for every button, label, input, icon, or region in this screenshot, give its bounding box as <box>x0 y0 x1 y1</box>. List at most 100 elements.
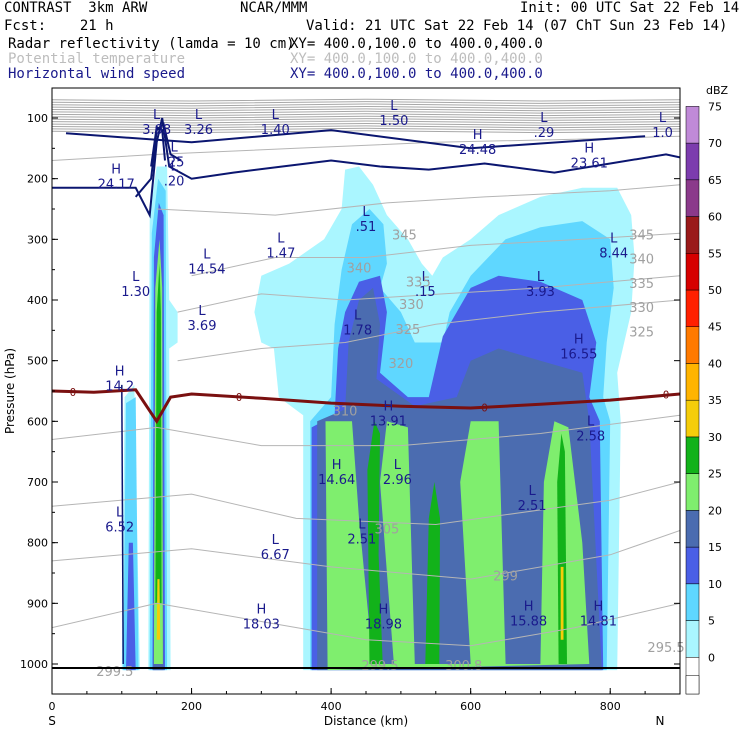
wind-extremum-value: 23.61 <box>571 156 608 171</box>
freezing-level-label: 0 <box>663 389 670 402</box>
theta-line-1 <box>52 530 680 580</box>
theta-label: 335 <box>406 276 431 291</box>
wind-extremum-type: H <box>379 603 389 618</box>
model-title: CONTRAST 3km ARW <box>4 0 148 16</box>
init-time: Init: 00 UTC Sat 22 Feb 14 <box>520 0 740 16</box>
colorbar-swatch <box>685 399 700 438</box>
freezing-level-label: 0 <box>481 401 488 414</box>
wind-extremum-type: L <box>422 270 430 285</box>
colorbar-swatch <box>685 253 700 291</box>
reflectivity-area-16 <box>425 482 440 664</box>
wind-extremum-value: 3.08 <box>142 123 171 138</box>
colorbar-swatch <box>685 473 700 511</box>
theta-line-5 <box>177 275 680 313</box>
wind-extremum-value: 24.48 <box>459 143 496 158</box>
theta-line-0 <box>52 602 680 647</box>
stratosphere-theta-line-11 <box>52 125 680 129</box>
colorbar-label: 40 <box>708 357 722 370</box>
wind-extremum-type: H <box>584 141 594 156</box>
wind-extremum-value: 3.93 <box>526 285 555 300</box>
colorbar-base <box>685 675 700 695</box>
y-tick-label: 300 <box>27 233 48 246</box>
wind-extremum-value: 1.0 <box>652 126 673 141</box>
wind-contour-column <box>121 384 124 665</box>
reflectivity-area-15 <box>367 421 383 664</box>
wind-extremum-type: L <box>272 533 280 548</box>
wind-extremum-value: 1.50 <box>379 114 408 129</box>
freezing-level-label: 0 <box>236 391 243 404</box>
freezing-level-label: 0 <box>70 386 77 399</box>
wind-extremum-value: 1.40 <box>261 123 290 138</box>
theta-label: 340 <box>347 262 372 277</box>
wind-extremum-value: .20 <box>164 175 185 190</box>
colorbar-swatch <box>685 289 700 327</box>
wind-extremum-value: .25 <box>164 155 185 170</box>
wind-extremum-value: .51 <box>356 220 377 235</box>
stratosphere-theta-line-7 <box>52 115 680 119</box>
colorbar-swatch <box>685 106 700 144</box>
stratosphere-theta-line-13 <box>52 130 680 134</box>
wind-extremum-value: 1.30 <box>121 285 150 300</box>
field-label-reflectivity: Radar reflectivity (lamda = 10 cm) <box>8 36 295 52</box>
wind-extremum-type: L <box>587 414 595 429</box>
field-xy-reflectivity: XY= 400.0,100.0 to 400.0,400.0 <box>290 36 543 52</box>
theta-contours <box>52 98 680 647</box>
stratosphere-theta-line-10 <box>52 122 680 126</box>
colorbar-swatch <box>685 142 700 181</box>
source-label: NCAR/MMM <box>240 0 308 16</box>
wind-extremum-type: L <box>170 140 178 155</box>
colorbar: dBZ 0 5 10 15 20 25 30 35 40 45 50 55 60 65 70 75 <box>685 84 729 695</box>
colorbar-label: 0 <box>708 651 715 664</box>
colorbar-swatch <box>685 363 700 401</box>
wind-extremum-type: H <box>383 399 393 414</box>
y-tick-label: 200 <box>27 173 48 186</box>
x-axis-label: Distance (km) <box>324 714 408 728</box>
theta-label-right: 340 <box>629 253 654 268</box>
wind-extremum-value: .29 <box>534 126 555 141</box>
x-end-label-north: N <box>656 714 665 728</box>
reflectivity-area-2 <box>126 542 136 671</box>
wind-extremum-value: 2.96 <box>383 473 412 488</box>
x-tick-label: 0 <box>49 700 56 713</box>
x-tick-label: 400 <box>321 700 342 713</box>
theta-label-right: 325 <box>629 325 654 340</box>
wind-extremum-value: 18.03 <box>243 618 280 633</box>
wind-extremum-type: L <box>659 111 667 126</box>
wind-extremum-type: L <box>277 231 285 246</box>
reflectivity-area-9 <box>156 579 161 640</box>
theta-label: 300.8 <box>445 659 482 674</box>
theta-label: 310 <box>333 404 358 419</box>
wind-extremum-type: H <box>256 603 266 618</box>
wind-extremum-type: H <box>115 365 125 380</box>
y-tick-label: 500 <box>27 355 48 368</box>
wind-contour-1 <box>134 122 182 198</box>
stratosphere-theta-line-5 <box>52 110 680 114</box>
stratosphere-theta-line-8 <box>52 118 680 121</box>
theta-label: 299.5 <box>361 659 398 674</box>
theta-label: 299 <box>493 569 518 584</box>
wind-extremum-value: 13.91 <box>370 414 407 429</box>
colorbar-label: 25 <box>708 468 722 481</box>
y-tick-label: 400 <box>27 294 48 307</box>
stratosphere-theta-line-1 <box>52 101 680 104</box>
wind-extremum-type: L <box>390 99 398 114</box>
wind-extremum-type: L <box>354 308 362 323</box>
colorbar-unit: dBZ <box>706 84 729 97</box>
wind-contour-2 <box>150 125 166 167</box>
freezing-level-line <box>52 388 680 425</box>
field-xy-theta: XY= 400.0,100.0 to 400.0,400.0 <box>290 51 543 67</box>
colorbar-swatch <box>685 546 700 585</box>
wind-extremum-value: 3.69 <box>188 319 217 334</box>
reflectivity-area-18 <box>560 566 564 640</box>
colorbar-label: 15 <box>708 541 722 554</box>
wind-extremum-value: 2.51 <box>518 499 547 514</box>
colorbar-label: 45 <box>708 321 722 334</box>
colorbar-swatch <box>685 216 700 254</box>
stratosphere-theta-line-3 <box>52 105 680 109</box>
theta-label: 325 <box>395 323 420 338</box>
reflectivity-field <box>121 166 635 671</box>
colorbar-swatch <box>685 436 700 474</box>
wind-extremum-type: L <box>537 270 545 285</box>
wind-extremum-type: L <box>203 248 211 263</box>
